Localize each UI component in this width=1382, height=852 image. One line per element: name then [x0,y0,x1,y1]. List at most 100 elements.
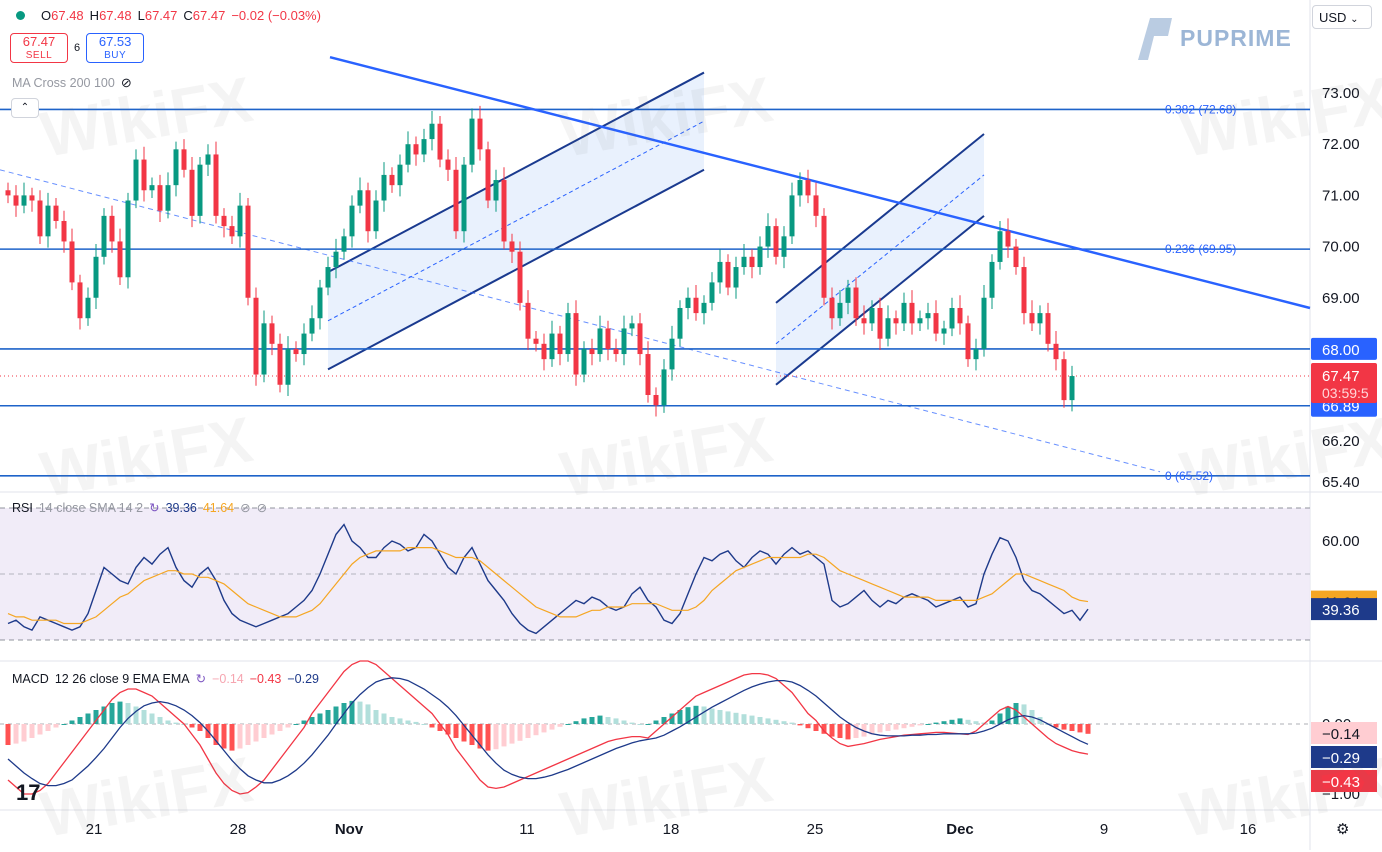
currency-select[interactable]: USD ⌄ [1312,5,1372,29]
ohlc-legend: O 67.48 H 67.48 L 67.47 C 67.47 −0.02 (−0.03… [10,8,321,23]
macd-hist-value: −0.14 [212,671,244,686]
low-label: L [137,8,145,23]
macd-histogram-bar [229,724,235,751]
buy-button[interactable]: 67.53 BUY [86,33,145,63]
candle-body [397,164,403,186]
candle-body [965,323,971,360]
low-value: 67.47 [144,8,178,23]
candle-body [205,154,211,165]
macd-histogram-bar [653,720,659,724]
macd-signal-badge-bg [1311,746,1377,768]
candle-body [173,149,179,186]
candle-body [69,241,75,283]
channel-mid-line [327,120,705,322]
candle-body [133,159,139,201]
candle-body [981,297,987,349]
macd-histogram-bar [285,724,291,728]
candle-body [149,185,155,191]
candle-body [1045,313,1051,344]
candle-body [141,159,147,191]
na-icon: ⊘ [240,501,251,515]
candle-body [709,282,715,303]
candle-body [21,195,27,206]
trade-buttons: 67.47 SELL 6 67.53 BUY [10,33,145,63]
candle-body [933,313,939,334]
candle-body [885,318,891,339]
last-price-badge-bg [1311,363,1377,404]
candle-body [605,328,611,349]
candle-body [861,318,867,324]
candle-body [789,195,795,237]
macd-params: 12 26 close 9 EMA EMA [54,671,190,686]
macd-histogram-bar [1053,724,1059,728]
candle-body [501,180,507,242]
candle-body [821,215,827,298]
macd-histogram-bar [1085,724,1091,734]
macd-legend[interactable]: MACD 12 26 close 9 EMA EMA ↻ −0.14 −0.43… [12,671,319,687]
macd-histogram-bar [245,724,251,745]
macd-histogram-bar [709,708,715,724]
refresh-icon[interactable]: ↻ [195,672,207,686]
candle-body [725,261,731,288]
macd-signal-badge: −0.29 [1322,750,1360,767]
macd-histogram-bar [413,721,419,724]
high-label: H [89,8,100,23]
candle-body [829,297,835,319]
candle-body [541,343,547,360]
rsi-params: 14 close SMA 14 2 [38,500,144,515]
macd-histogram-bar [349,700,355,724]
dashed-trend-line [0,169,1161,473]
candle-body [125,200,131,278]
macd-histogram-bar [1013,703,1019,724]
candle-body [269,323,275,344]
macd-histogram-bar [53,724,59,728]
macd-histogram-bar [141,710,147,724]
sell-button[interactable]: 67.47 SELL [10,33,68,63]
macd-histogram-bar [125,703,131,724]
macd-histogram-bar [789,722,795,724]
candle-body [517,251,523,303]
macd-histogram-bar [357,701,363,724]
time-axis-tick: Dec [946,821,974,838]
candle-body [1005,231,1011,247]
macd-line-value: −0.43 [249,671,282,686]
candle-body [389,174,395,186]
collapse-legend-button[interactable]: ⌃ [11,98,39,118]
candle-body [357,190,363,206]
candle-body [749,256,755,268]
candle-body [733,267,739,288]
rsi-legend[interactable]: RSI 14 close SMA 14 2 ↻ 39.36 41.64 ⊘ ⊘ [12,500,267,516]
buy-price: 67.53 [98,34,132,49]
gear-icon[interactable]: ⚙ [1336,821,1350,838]
macd-histogram-bar [421,724,427,725]
macd-histogram-bar [901,724,907,729]
candle-body [165,185,171,211]
macd-histogram-bar [965,719,971,724]
price-axis-tick: 70.00 [1322,239,1360,256]
candle-body [317,287,323,319]
macd-histogram-bar [461,724,467,742]
candle-body [221,215,227,227]
candle-body [693,297,699,314]
ma-cross-legend[interactable]: MA Cross 200 100 ⊘ [12,75,132,91]
candle-body [77,282,83,319]
hidden-eye-icon[interactable]: ⊘ [120,75,132,90]
macd-histogram-bar [149,713,155,724]
macd-histogram-bar [309,717,315,724]
candle-body [701,302,707,314]
candle-body [557,333,563,355]
rsi-axis-tick: 60.00 [1322,533,1360,550]
macd-histogram-bar [677,710,683,724]
candle-body [741,256,747,268]
candle-body [653,394,659,406]
tradingview-logo[interactable]: 17 [16,780,41,805]
macd-histogram-bar [381,713,387,724]
macd-hist-badge: −0.14 [1322,726,1360,743]
candle-body [781,236,787,257]
candle-body [301,333,307,355]
macd-histogram-bar [69,720,75,724]
refresh-icon[interactable]: ↻ [149,501,160,515]
candle-body [85,297,91,319]
macd-histogram-bar [261,724,267,738]
